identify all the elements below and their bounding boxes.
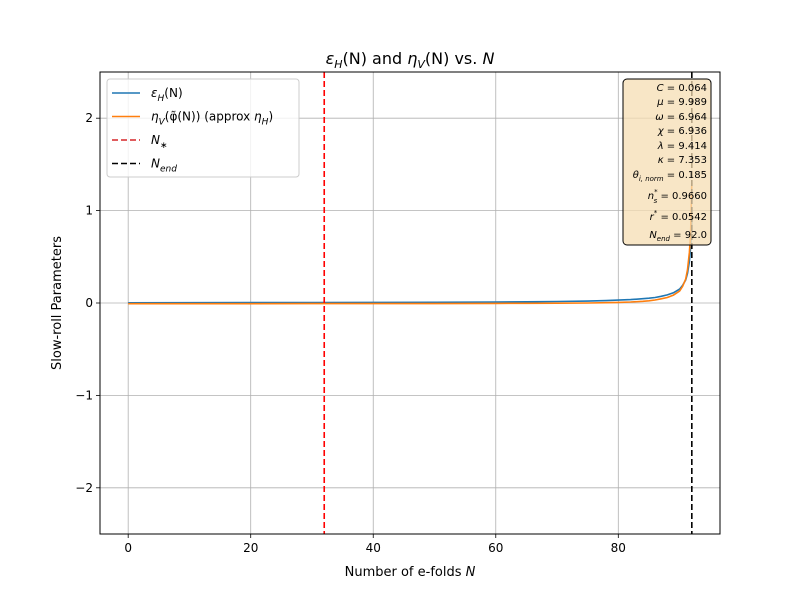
annotation-line: θi, norm = 0.185 bbox=[633, 170, 707, 183]
x-tick-label: 0 bbox=[124, 541, 132, 555]
chart-title: εH(N) and ηV(N) vs. N bbox=[326, 49, 495, 71]
y-axis-label: Slow-roll Parameters bbox=[50, 236, 65, 370]
y-tick-label: −1 bbox=[75, 388, 93, 402]
x-tick-label: 60 bbox=[488, 541, 503, 555]
series-line-1 bbox=[128, 182, 693, 305]
annotation-line: μ = 9.989 bbox=[656, 97, 707, 108]
annotation-line: n* s = 0.9660 bbox=[648, 188, 707, 205]
annotation-box bbox=[622, 78, 712, 246]
y-tick-label: −2 bbox=[75, 481, 93, 495]
annotation-line: ω = 6.964 bbox=[655, 112, 707, 123]
legend-label: εH(N) bbox=[151, 86, 183, 104]
legend-label: Nend bbox=[151, 157, 177, 175]
legend: εH(N) ηV(φ̃(N)) (approx ηH) N∗ Nend bbox=[106, 78, 300, 178]
legend-box bbox=[106, 78, 300, 178]
annotation-line: κ = 7.353 bbox=[658, 155, 707, 166]
x-axis-label: Number of e-folds N bbox=[345, 565, 476, 580]
annotation-line: χ = 6.936 bbox=[657, 126, 707, 137]
annotation-line: C = 0.064 bbox=[657, 83, 707, 94]
x-axis-ticks: 0 20 40 60 80 bbox=[124, 534, 626, 555]
annotation-line: λ = 9.414 bbox=[657, 141, 707, 152]
x-tick-label: 80 bbox=[611, 541, 626, 555]
x-tick-label: 20 bbox=[243, 541, 258, 555]
legend-label: N∗ bbox=[151, 133, 168, 151]
parameter-annotation: C = 0.064 μ = 9.989 ω = 6.964 χ = 6.936 λ = … bbox=[622, 78, 712, 246]
y-axis-ticks: 2 1 0 −1 −2 bbox=[75, 111, 100, 495]
legend-label: ηV(φ̃(N)) (approx ηH) bbox=[151, 110, 273, 128]
y-tick-label: 1 bbox=[85, 204, 93, 218]
annotation-line: Nend = 92.0 bbox=[649, 230, 707, 243]
series-group bbox=[128, 182, 693, 305]
x-tick-label: 40 bbox=[366, 541, 381, 555]
y-tick-label: 0 bbox=[85, 296, 93, 310]
y-tick-label: 2 bbox=[85, 111, 93, 125]
annotation-line: r* = 0.0542 bbox=[650, 209, 707, 223]
